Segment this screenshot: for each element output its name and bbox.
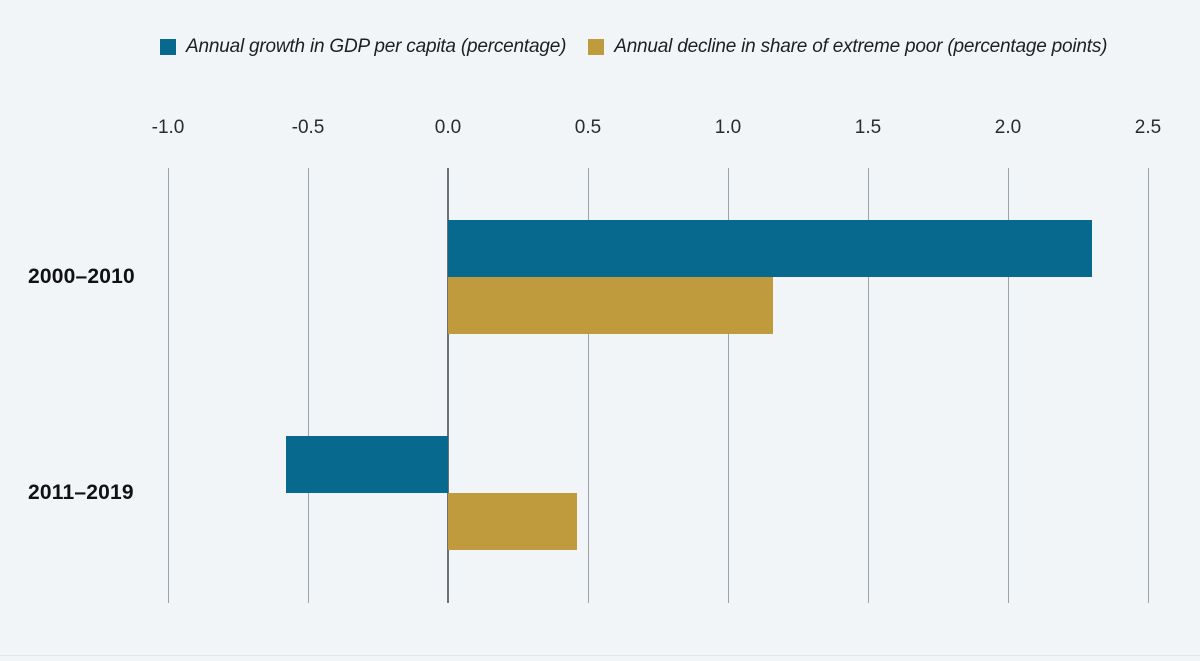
- x-tick-label-2.0: 2.0: [994, 117, 1022, 138]
- gridline-2.5: [1148, 168, 1149, 603]
- x-tick-label-2.5: 2.5: [1134, 117, 1162, 138]
- legend-label-poor-decline: Annual decline in share of extreme poor …: [614, 36, 1108, 57]
- x-tick-label-1.5: 1.5: [854, 117, 882, 138]
- bar-poor-decline-2011-2019: [448, 493, 577, 550]
- legend-item-gdp-growth: Annual growth in GDP per capita (percent…: [160, 36, 566, 58]
- category-label-2011-2019: 2011–2019: [28, 481, 134, 504]
- category-label-2000-2010: 2000–2010: [28, 265, 135, 288]
- gridline-2.0: [1008, 168, 1009, 603]
- x-tick-label-0.5: 0.5: [574, 117, 602, 138]
- legend-swatch-gdp-growth-icon: [160, 39, 176, 55]
- x-tick-label--0.5: -0.5: [291, 117, 325, 138]
- page-bottom-hairline: [0, 655, 1200, 656]
- bar-gdp-growth-2011-2019: [285, 436, 448, 493]
- gridline--1.0: [168, 168, 169, 603]
- x-tick-label-1.0: 1.0: [714, 117, 742, 138]
- bar-gdp-growth-2000-2010: [448, 220, 1092, 277]
- gridline-0.0: [447, 168, 449, 603]
- gridline-1.5: [868, 168, 869, 603]
- chart-legend: Annual growth in GDP per capita (percent…: [160, 36, 1107, 58]
- legend-swatch-poor-decline-icon: [588, 39, 605, 55]
- legend-item-poor-decline: Annual decline in share of extreme poor …: [588, 36, 1107, 58]
- x-tick-label--1.0: -1.0: [151, 117, 185, 138]
- legend-label-gdp-growth: Annual growth in GDP per capita (percent…: [186, 36, 567, 57]
- bar-poor-decline-2000-2010: [448, 277, 773, 334]
- gridline-0.5: [588, 168, 589, 603]
- x-tick-label-0.0: 0.0: [434, 117, 462, 138]
- gridline-1.0: [728, 168, 729, 603]
- gridline--0.5: [308, 168, 309, 603]
